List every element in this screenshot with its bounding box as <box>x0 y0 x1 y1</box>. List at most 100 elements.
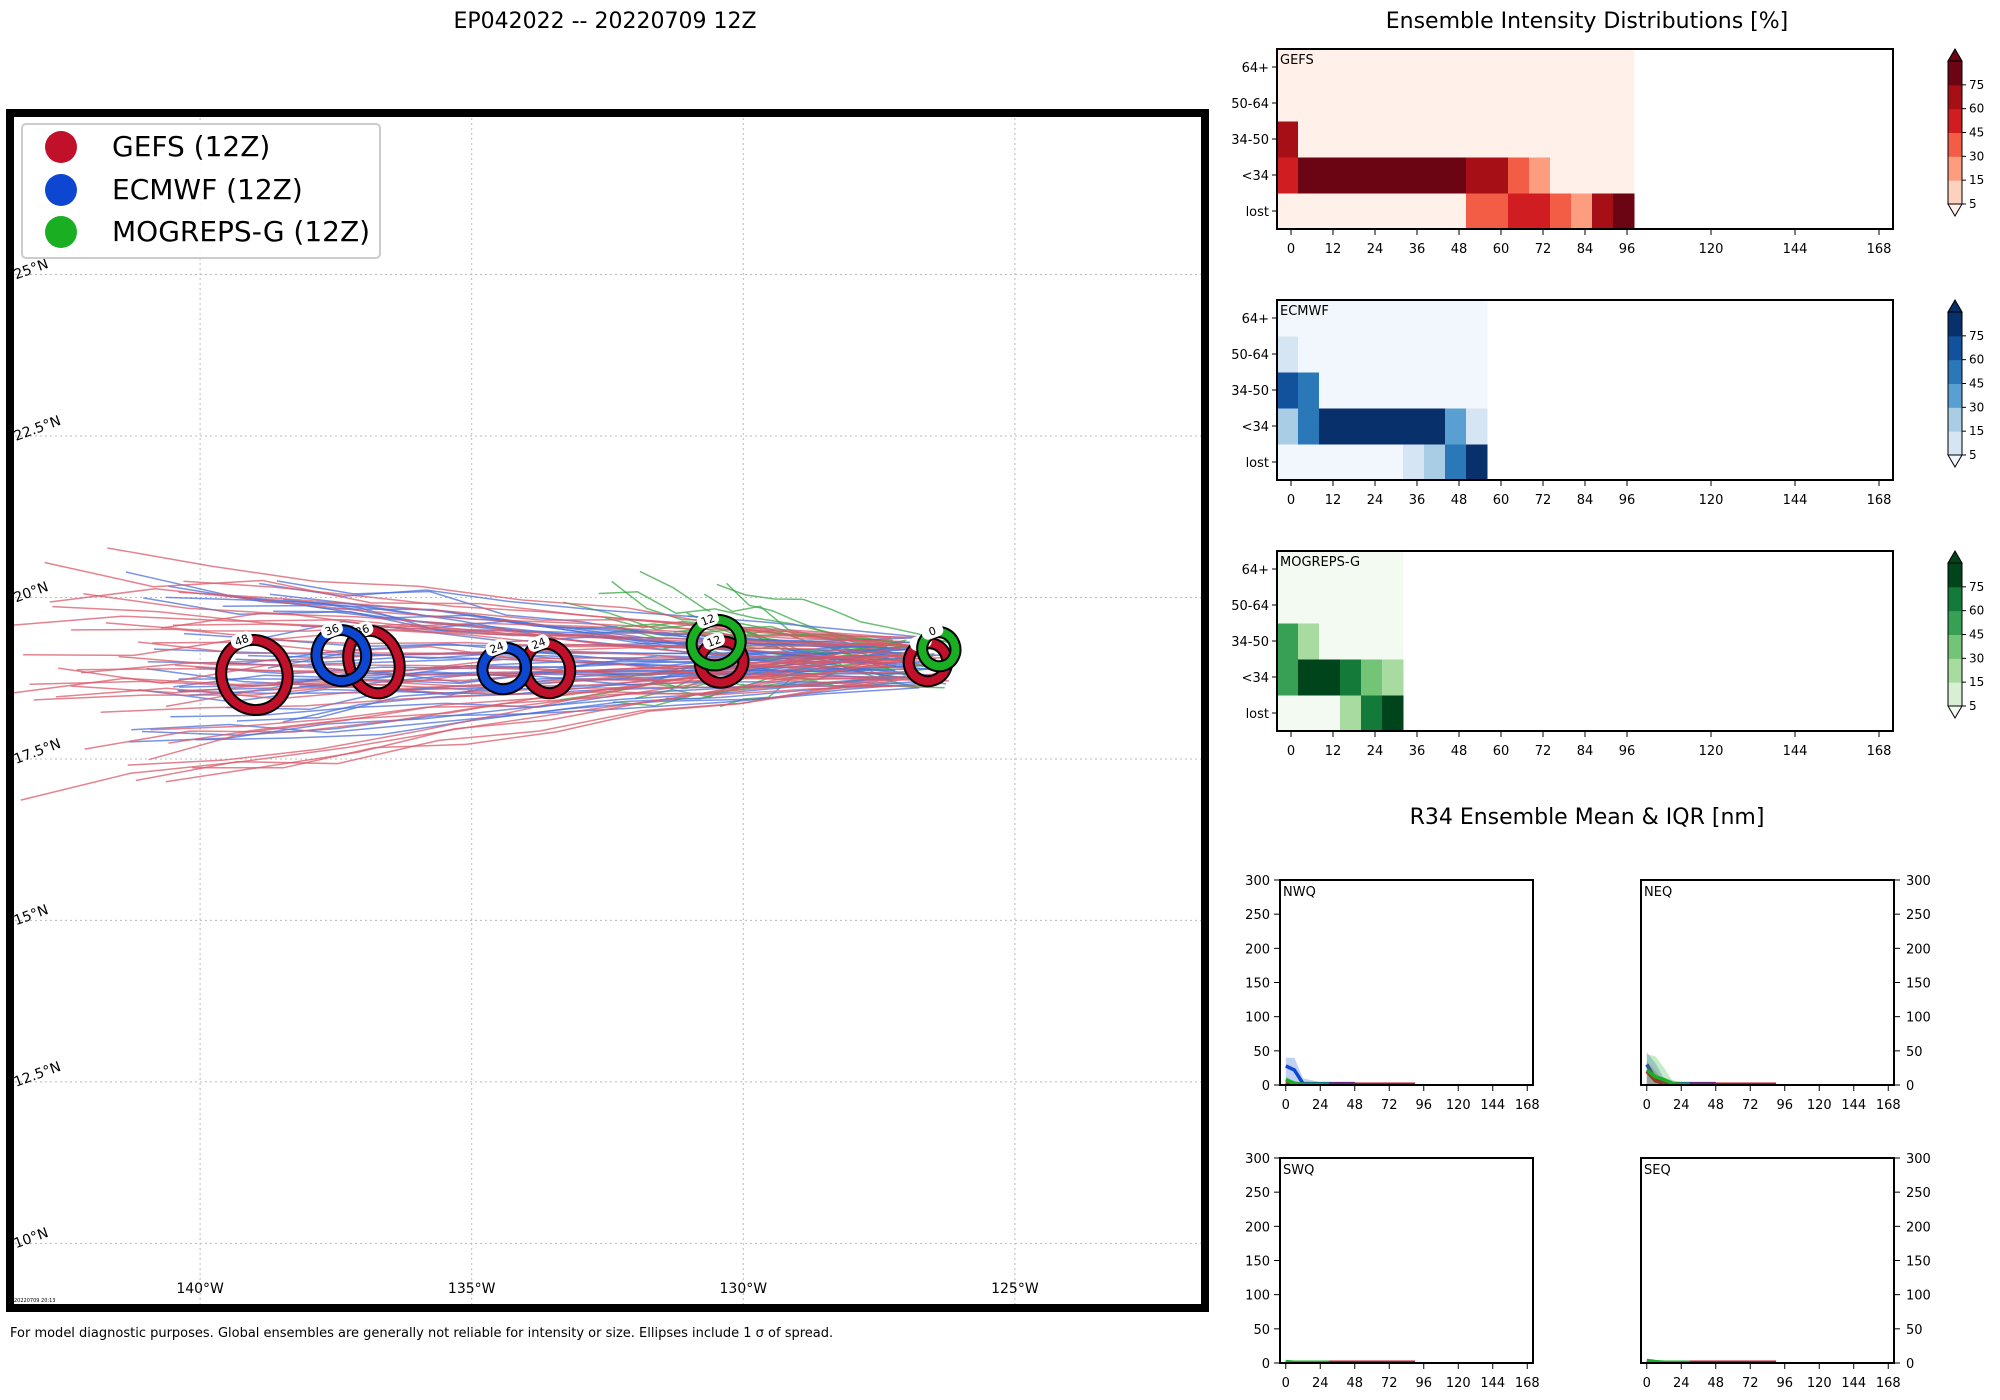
ensemble-track <box>83 593 918 671</box>
category-label: 64+ <box>1242 563 1269 578</box>
heatmap-cell <box>1319 336 1341 373</box>
heatmap-cell <box>1277 85 1299 122</box>
y-tick-label: 250 <box>1245 1186 1270 1201</box>
colorbar-tick-label: 45 <box>1969 126 1984 140</box>
ensemble-track <box>173 672 901 688</box>
legend-ecmwf-marker <box>45 174 77 206</box>
heatmap-cell <box>1487 121 1509 158</box>
r34-axes-bg <box>1280 880 1533 1085</box>
x-tick-label: 96 <box>1415 1098 1432 1113</box>
heatmap-cell <box>1487 157 1509 194</box>
colorbar-segment <box>1948 312 1962 337</box>
colorbar-tick-label: 15 <box>1969 173 1984 187</box>
heatmap-cell <box>1592 85 1614 122</box>
heatmap-cell <box>1550 49 1572 86</box>
heatmap-cell <box>1319 372 1341 409</box>
heatmap-cell <box>1277 408 1299 445</box>
colorbar-tick-label: 75 <box>1969 329 1984 343</box>
heatmap-cell <box>1340 336 1362 373</box>
colorbar-tick-label: 60 <box>1969 353 1984 367</box>
r34-panel-seq: SEQ 0 24 48 72 96 120 144 168 0 50 100 150 200 250 300 <box>1640 1152 1931 1391</box>
x-tick-label: 144 <box>1783 744 1808 759</box>
panel-model-label: ECMWF <box>1280 304 1329 319</box>
x-tick-label: 72 <box>1742 1376 1759 1391</box>
heatmap-cell <box>1298 193 1320 230</box>
heatmap-cell <box>1424 336 1446 373</box>
y-tick-label: 0 <box>1906 1357 1914 1372</box>
colorbar-segment <box>1948 84 1962 110</box>
forecast-hour-label: 0 <box>927 624 938 639</box>
colorbar-segment <box>1948 431 1962 456</box>
heatmap-cell <box>1550 121 1572 158</box>
heatmap-cell <box>1403 157 1425 194</box>
x-tick-label: 0 <box>1287 242 1295 257</box>
heatmap-cell <box>1319 551 1341 588</box>
map-frame <box>10 113 1205 1308</box>
category-label: lost <box>1246 707 1269 722</box>
x-tick-label: 168 <box>1515 1098 1540 1113</box>
ensemble-track <box>52 605 906 643</box>
legend-box <box>21 123 381 259</box>
category-label: 34-50 <box>1231 384 1269 399</box>
heatmap-cell <box>1382 587 1404 624</box>
heatmap-cell <box>1466 193 1488 230</box>
heatmap-cell <box>1298 121 1320 158</box>
heatmap-cell <box>1382 408 1404 445</box>
x-tick-label: 36 <box>1409 493 1426 508</box>
quadrant-label: SWQ <box>1283 1163 1314 1178</box>
heatmap-cell <box>1550 193 1572 230</box>
r34-axes-bg <box>1641 1158 1894 1363</box>
ensemble-track <box>44 561 917 647</box>
heatmap-cell <box>1340 623 1362 660</box>
ensemble-track <box>189 640 925 696</box>
heatmap-cell <box>1613 85 1635 122</box>
heatmap-cell <box>1487 49 1509 86</box>
forecast-hour-label: 24 <box>530 635 548 652</box>
intensity-title: Ensemble Intensity Distributions [%] <box>1386 9 1789 34</box>
heatmap-cell <box>1340 372 1362 409</box>
heatmap-cell <box>1403 121 1425 158</box>
x-tick-label: 0 <box>1643 1376 1651 1391</box>
heatmap-cell <box>1319 49 1341 86</box>
colorbar-tick-label: 15 <box>1969 424 1984 438</box>
heatmap-cell <box>1445 300 1467 337</box>
r34-panel-nwq: NWQ 0 24 48 72 96 120 144 168 0 50 100 150 200 250 300 <box>1245 874 1539 1113</box>
mean-ellipse: 12 <box>685 611 747 672</box>
heatmap-cell <box>1508 121 1530 158</box>
x-tick-label: 48 <box>1707 1098 1724 1113</box>
r34-axes-bg <box>1641 880 1894 1085</box>
heatmap-cell <box>1466 408 1488 445</box>
heatmap-cell <box>1361 85 1383 122</box>
heatmap-cell <box>1277 49 1299 86</box>
category-label: 50-64 <box>1231 348 1269 363</box>
heatmap-cell <box>1361 49 1383 86</box>
legend-ecmwf-label: ECMWF (12Z) <box>112 173 303 206</box>
x-tick-label: 24 <box>1367 493 1384 508</box>
heatmap-cell <box>1277 157 1299 194</box>
heatmap-cell <box>1613 121 1635 158</box>
heatmap-cell <box>1382 193 1404 230</box>
x-tick-label: 96 <box>1619 493 1636 508</box>
x-tick-label: 24 <box>1673 1376 1690 1391</box>
heatmap-cell <box>1445 193 1467 230</box>
x-tick-label: 48 <box>1346 1376 1363 1391</box>
colorbar-segment <box>1948 359 1962 384</box>
ensemble-track <box>195 681 941 741</box>
colorbar-segment <box>1948 156 1962 181</box>
heatmap-cell <box>1613 49 1635 86</box>
r34-title: R34 Ensemble Mean & IQR [nm] <box>1410 805 1765 830</box>
colorbar-segment <box>1948 108 1962 133</box>
iqr-band-ecmwf <box>1646 1052 1716 1085</box>
x-tick-label: 144 <box>1841 1098 1866 1113</box>
heatmap-cell <box>1529 157 1551 194</box>
x-tick-label: 12 <box>1325 493 1342 508</box>
r34-panel-swq: SWQ 0 24 48 72 96 120 144 168 0 50 100 150 200 250 300 <box>1245 1152 1539 1391</box>
hour-badge <box>527 634 550 652</box>
ensemble-track <box>84 657 921 750</box>
legend-mogreps-marker <box>45 216 77 248</box>
x-tick-label: 168 <box>1515 1376 1540 1391</box>
heatmap-cell <box>1508 85 1530 122</box>
r34-panel-neq: NEQ 0 24 48 72 96 120 144 168 0 50 100 150 200 250 300 <box>1640 874 1931 1113</box>
heatmap-cell <box>1445 157 1467 194</box>
lon-tick-label: 135°W <box>448 1281 496 1297</box>
